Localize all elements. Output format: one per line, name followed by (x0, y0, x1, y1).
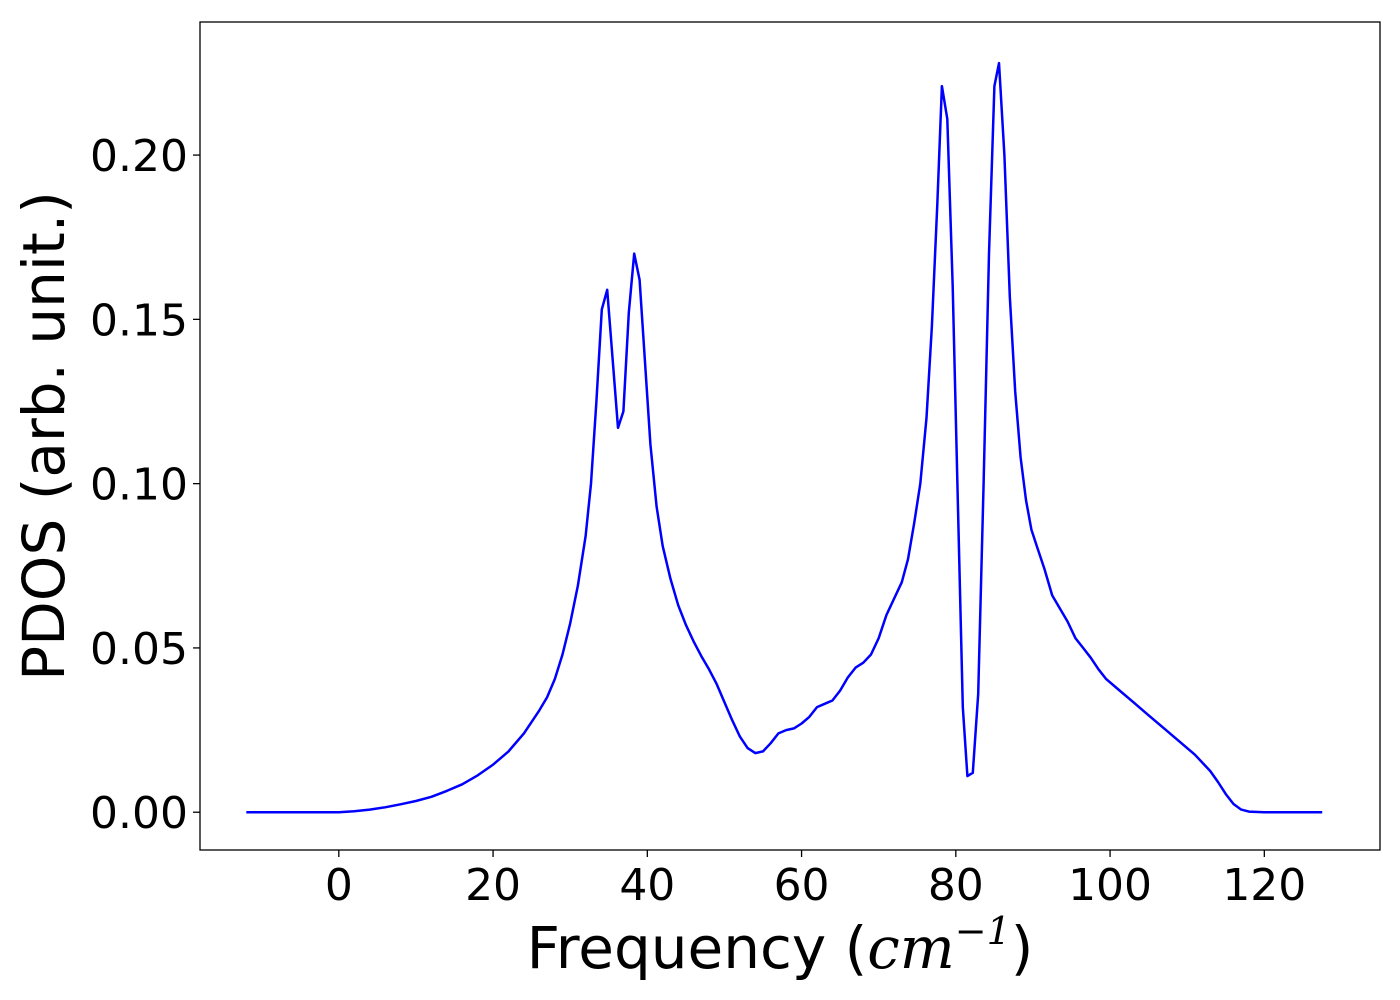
y-tick-label: 0.05 (90, 624, 188, 675)
x-tick-label: 60 (774, 860, 830, 911)
x-axis-label-exponent: −1 (955, 909, 1011, 953)
y-axis-ticks: 0.00 0.05 0.10 0.15 0.20 (90, 131, 200, 839)
x-axis-ticks: 0 20 40 60 80 100 120 (325, 850, 1306, 911)
y-tick-label: 0.00 (90, 788, 188, 839)
x-tick-label: 80 (928, 860, 984, 911)
x-tick-label: 40 (619, 860, 675, 911)
y-tick-label: 0.15 (90, 295, 188, 346)
x-axis-label-paren-open: ( (845, 914, 868, 982)
x-axis-label-paren-close: ) (1011, 914, 1034, 982)
x-tick-label: 120 (1222, 860, 1306, 911)
x-tick-label: 100 (1068, 860, 1152, 911)
x-axis-label-unit: cm (867, 914, 954, 982)
x-axis-label: Frequency (cm−1) (527, 909, 1034, 982)
y-axis-label: PDOS (arb. unit.) (10, 191, 78, 681)
y-tick-label: 0.20 (90, 131, 188, 182)
x-tick-label: 0 (325, 860, 353, 911)
y-tick-label: 0.10 (90, 460, 188, 511)
plot-frame (199, 21, 1381, 851)
pdos-series-line (246, 61, 1323, 814)
x-tick-label: 20 (465, 860, 521, 911)
x-axis-label-text: Frequency (527, 914, 845, 982)
